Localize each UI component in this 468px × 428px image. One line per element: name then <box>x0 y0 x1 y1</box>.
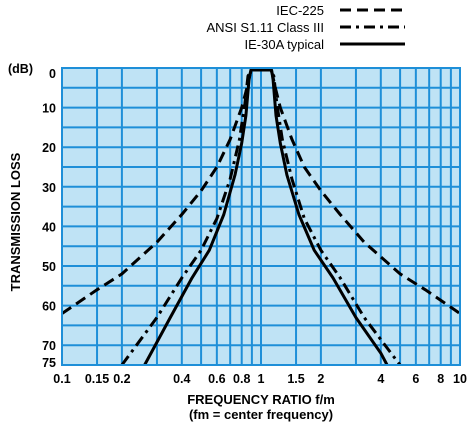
x-tick-label-4: 0.6 <box>208 372 225 386</box>
x-tick-label-3: 0.4 <box>173 372 190 386</box>
plot-frame <box>61 67 461 366</box>
series-line-1 <box>120 68 402 366</box>
x-tick-label-0: 0.1 <box>53 372 70 386</box>
y-tick-label-8: 75 <box>42 356 56 370</box>
y-tick-label-7: 70 <box>42 339 56 353</box>
y-tick-labels: 0 10 20 30 40 50 60 70 75 <box>42 67 56 370</box>
y-tick-label-6: 60 <box>42 300 56 314</box>
x-tick-label-9: 4 <box>377 372 384 386</box>
x-tick-labels: 0.1 0.15 0.2 0.4 0.6 0.8 1 1.5 2 4 6 8 10 <box>53 372 467 386</box>
y-axis-title: TRANSMISSION LOSS <box>8 152 23 291</box>
x-tick-label-6: 1 <box>258 372 265 386</box>
x-tick-label-12: 10 <box>453 372 467 386</box>
x-tick-label-8: 2 <box>317 372 324 386</box>
x-tick-label-10: 6 <box>412 372 419 386</box>
y-tick-label-1: 10 <box>42 102 56 116</box>
grid <box>61 67 461 366</box>
legend-label-0: IEC-225 <box>276 3 324 18</box>
x-tick-label-11: 8 <box>437 372 444 386</box>
series-group <box>61 67 461 366</box>
y-tick-label-2: 20 <box>42 141 56 155</box>
x-axis-note: (fm = center frequency) <box>189 407 333 422</box>
x-tick-label-1: 0.15 <box>85 372 109 386</box>
x-axis-title: FREQUENCY RATIO f/m <box>187 392 335 407</box>
y-unit-label: (dB) <box>8 62 33 76</box>
x-tick-label-2: 0.2 <box>113 372 130 386</box>
y-tick-label-5: 50 <box>42 260 56 274</box>
series-line-0 <box>143 68 389 366</box>
y-tick-label-4: 40 <box>42 220 56 234</box>
y-tick-label-3: 30 <box>42 181 56 195</box>
legend: IEC-225 ANSI S1.11 Class III IE-30A typica… <box>206 3 405 52</box>
legend-label-1: ANSI S1.11 Class III <box>206 20 324 35</box>
x-tick-label-5: 0.8 <box>233 372 250 386</box>
y-tick-label-0: 0 <box>49 67 56 81</box>
legend-label-2: IE-30A typical <box>245 37 325 52</box>
x-tick-label-7: 1.5 <box>287 372 304 386</box>
series-line-2 <box>61 67 461 315</box>
